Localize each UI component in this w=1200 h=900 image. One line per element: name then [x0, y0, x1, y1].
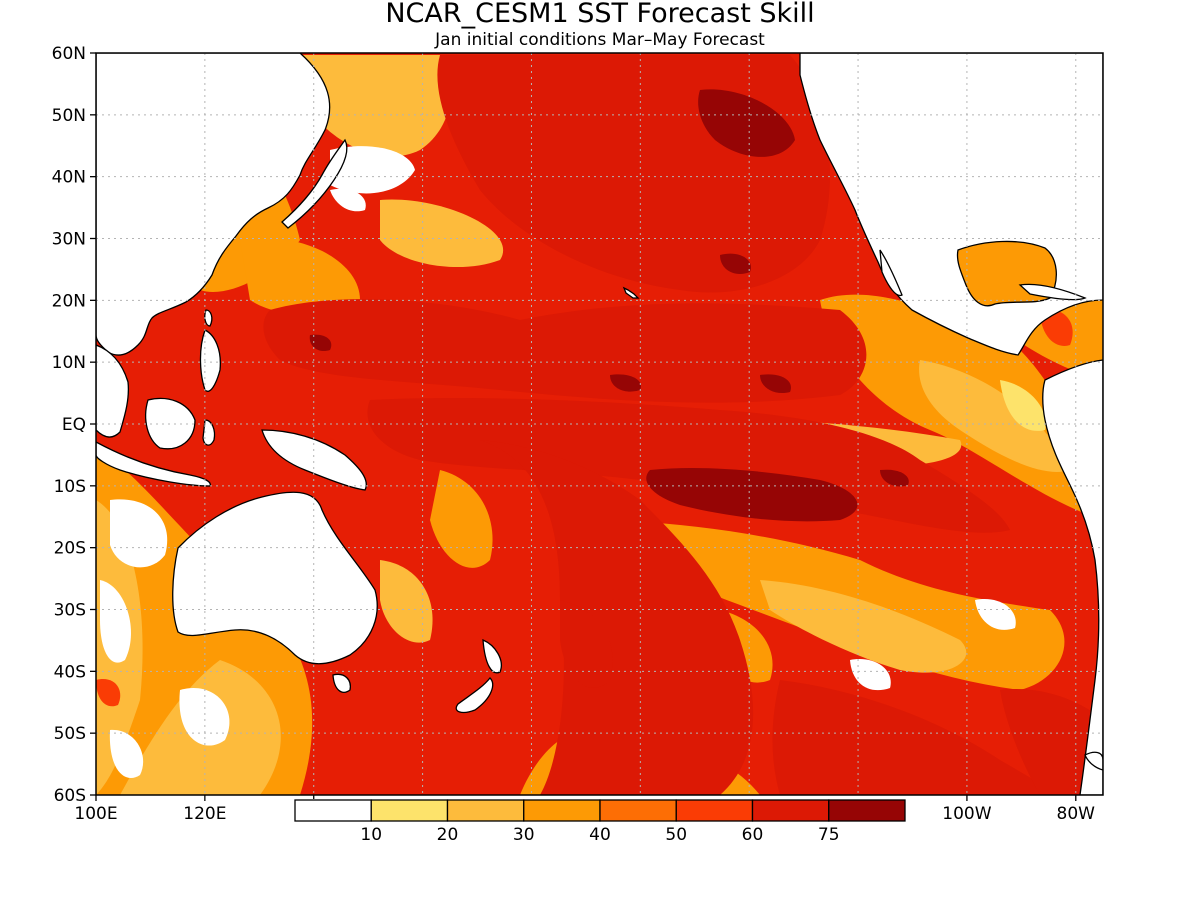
taiwan — [204, 309, 213, 327]
colorbar-swatch — [828, 799, 906, 822]
lat-tick-label: 40N — [52, 168, 86, 188]
lat-tick-label: 50S — [54, 724, 86, 744]
colorbar-swatch — [523, 799, 601, 822]
philippines — [199, 329, 221, 392]
lat-tick-label: 20S — [54, 539, 86, 559]
latitude-axis: 60N 50N 40N 30N 20N 10N EQ 10S 20S 30S 40S 50S 60S — [52, 44, 96, 806]
colorbar-swatch — [599, 799, 677, 822]
graticule — [96, 53, 1103, 795]
south-america — [1042, 359, 1103, 795]
colorbar-label: 20 — [437, 825, 459, 845]
australia — [172, 491, 378, 665]
colorbar-swatch — [675, 799, 754, 822]
land-masses — [96, 53, 1103, 795]
hawaii — [622, 286, 640, 299]
colorbar-swatch — [446, 799, 525, 822]
lat-tick-label: 20N — [52, 291, 86, 311]
asia-continent — [96, 53, 331, 356]
sulawesi — [202, 419, 216, 446]
longitude-axis: 100E120E1100W80W — [74, 795, 1095, 824]
lat-tick-label: 30N — [52, 230, 86, 250]
baja-california — [879, 249, 903, 297]
lat-tick-label: 60N — [52, 44, 86, 64]
map-subtitle: Jan initial conditions Mar–May Forecast — [434, 30, 765, 50]
plot-area — [96, 53, 1103, 795]
colorbar-label: 30 — [513, 825, 535, 845]
lat-tick-label: EQ — [62, 415, 86, 435]
lon-tick-label: 80W — [1057, 804, 1096, 824]
colorbar-swatch — [370, 799, 449, 822]
colorbar-swatch — [751, 799, 830, 822]
tasmania — [332, 673, 351, 693]
new-zealand-south — [455, 677, 494, 714]
lat-tick-label: 60S — [54, 786, 86, 806]
colorbar-label: 50 — [665, 825, 687, 845]
indochina — [96, 344, 130, 438]
new-zealand-north — [482, 638, 502, 674]
japan — [281, 138, 348, 229]
lon-tick-label: 120E — [183, 804, 226, 824]
colorbar-swatch — [294, 799, 372, 822]
borneo — [145, 397, 196, 450]
lat-tick-label: 10S — [54, 477, 86, 497]
lat-tick-label: 40S — [54, 662, 86, 682]
antarctic-peninsula — [1084, 751, 1103, 771]
lon-tick-label: 100W — [942, 804, 991, 824]
lat-tick-label: 30S — [54, 601, 86, 621]
caribbean-islands — [1018, 283, 1087, 301]
colorbar-label: 60 — [742, 825, 764, 845]
lon-tick-label: 100E — [74, 804, 117, 824]
colorbar-label: 10 — [360, 825, 382, 845]
colorbar-label: 75 — [818, 825, 840, 845]
new-guinea — [261, 429, 367, 491]
map-title: NCAR_CESM1 SST Forecast Skill — [385, 0, 814, 29]
lat-tick-label: 10N — [52, 353, 86, 373]
colorbar: 10 20 30 40 50 60 75 — [292, 799, 908, 845]
colorbar-label: 40 — [589, 825, 611, 845]
lat-tick-label: 50N — [52, 106, 86, 126]
